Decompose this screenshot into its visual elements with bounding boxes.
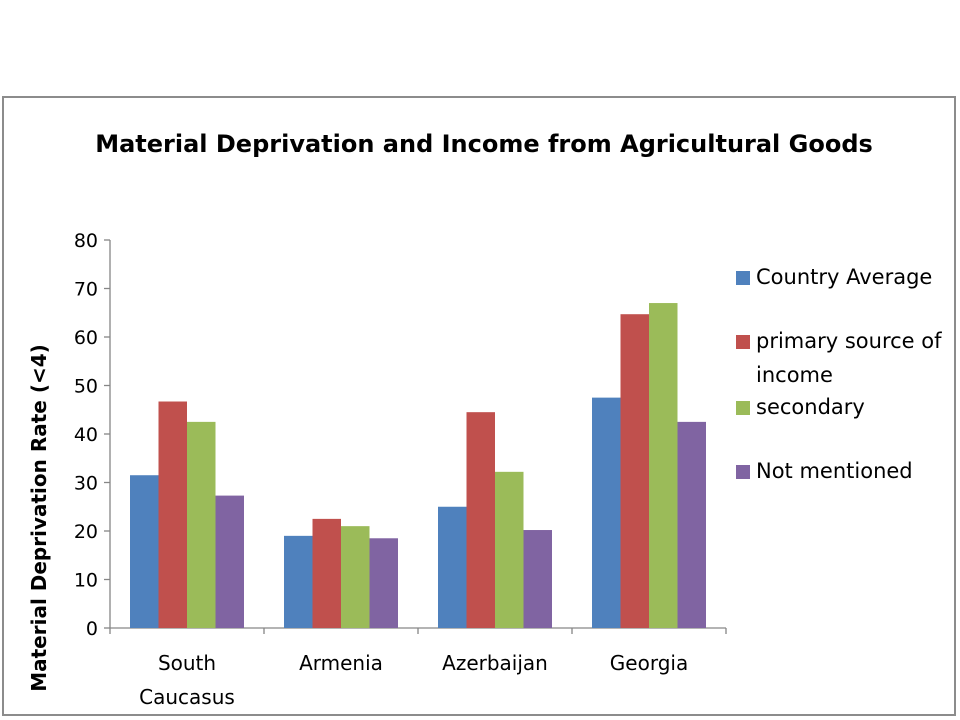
bar [466,412,495,628]
bar [284,535,313,628]
chart-title: Material Deprivation and Income from Agr… [95,130,873,158]
x-category-label: South [158,651,216,675]
bar-chart: Material Deprivation and Income from Agr… [27,130,942,709]
bar [495,471,524,628]
chart-frame: Material Deprivation and Income from Agr… [2,96,956,716]
bar [649,303,678,628]
x-category-label: Azerbaijan [442,651,548,675]
y-tick-label: 40 [74,424,98,446]
bar [158,401,187,628]
legend-swatch [736,465,750,479]
legend-label: income [756,363,833,387]
legend-swatch [736,401,750,415]
bar [215,495,244,628]
bar [341,526,370,628]
y-tick-label: 80 [74,230,98,252]
y-tick-label: 30 [74,473,98,495]
legend-label: primary source of [756,329,942,353]
bar [592,397,621,628]
bar [312,518,341,628]
x-category-label: Armenia [299,651,383,675]
bar [438,506,467,628]
bar [369,538,398,628]
bar [187,421,216,628]
y-tick-label: 60 [74,327,98,349]
x-category-label: Georgia [610,651,688,675]
x-category-label: Caucasus [139,685,235,709]
y-tick-label: 50 [74,376,98,398]
y-axis-label: Material Deprivation Rate (<4) [27,344,51,692]
bar [677,421,706,628]
legend-label: Country Average [756,265,932,289]
legend: Country Average primary source of income se… [736,265,942,483]
legend-label: Not mentioned [756,459,913,483]
legend-swatch [736,271,750,285]
bar [130,475,159,628]
plot-area: 0 10 20 30 40 50 60 70 80 South Caucasus Armenia Aze… [74,230,727,709]
y-tick-label: 20 [74,521,98,543]
y-tick-label: 10 [74,570,98,592]
y-tick-label: 0 [86,618,98,640]
legend-swatch [736,335,750,349]
legend-label: secondary [756,395,865,419]
y-tick-label: 70 [74,279,98,301]
bar [620,314,649,628]
bar [523,530,552,628]
